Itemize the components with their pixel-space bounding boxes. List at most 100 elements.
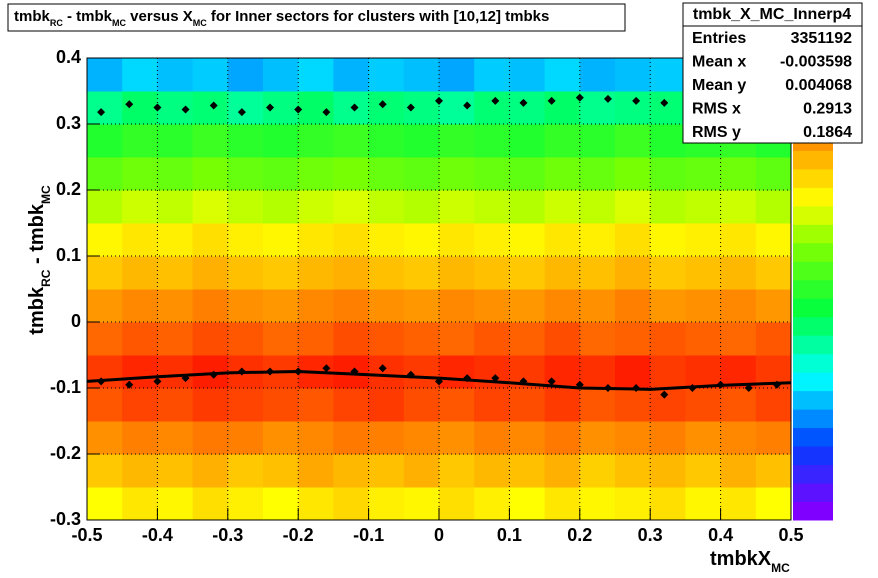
stats-label: Mean x bbox=[692, 54, 746, 71]
profile-point bbox=[209, 101, 218, 110]
x-tick-label: 0.5 bbox=[778, 525, 803, 545]
heatmap-cell bbox=[227, 322, 264, 356]
profile-point bbox=[632, 96, 641, 105]
profile-point bbox=[406, 103, 415, 112]
heatmap-cell bbox=[333, 487, 370, 521]
x-tick-label: 0.4 bbox=[708, 525, 733, 545]
x-tick-label: -0.5 bbox=[71, 525, 102, 545]
heatmap-cell bbox=[474, 421, 510, 455]
heatmap-cell bbox=[509, 124, 546, 158]
x-tick-label: 0 bbox=[434, 525, 444, 545]
heatmap-cell bbox=[509, 388, 546, 422]
x-tick-label: -0.1 bbox=[353, 525, 384, 545]
heatmap-cell bbox=[298, 421, 334, 455]
heatmap-cell bbox=[368, 223, 405, 257]
heatmap-cell bbox=[544, 157, 581, 191]
heatmap-cell bbox=[87, 487, 123, 521]
color-bar-band bbox=[793, 298, 833, 318]
heatmap-cell bbox=[509, 256, 546, 290]
heatmap-cell bbox=[192, 487, 229, 521]
heatmap-cell bbox=[439, 322, 475, 356]
heatmap-cell bbox=[263, 190, 299, 224]
heatmap-cell bbox=[298, 190, 334, 224]
heatmap-cell bbox=[615, 421, 651, 455]
stats-label: RMS y bbox=[692, 124, 741, 141]
heatmap-cell bbox=[615, 322, 651, 356]
heatmap-cell bbox=[439, 58, 475, 92]
heatmap-cell bbox=[263, 487, 299, 521]
heatmap-cell bbox=[333, 322, 370, 356]
heatmap-cell bbox=[544, 256, 581, 290]
heatmap-cell bbox=[720, 487, 757, 521]
heatmap-cell bbox=[650, 157, 686, 191]
label-part: for Inner sectors for clusters with [10,… bbox=[207, 8, 550, 25]
heatmap-cell bbox=[439, 454, 475, 488]
heatmap-cell bbox=[333, 124, 370, 158]
y-tick-label: 0.1 bbox=[56, 245, 81, 265]
heatmap-cell bbox=[122, 124, 158, 158]
heatmap-cell bbox=[368, 388, 405, 422]
x-tick-label: 0.2 bbox=[567, 525, 592, 545]
heatmap-cell bbox=[333, 157, 370, 191]
heatmap-cell bbox=[227, 487, 264, 521]
heatmap-cell bbox=[87, 190, 123, 224]
title-box bbox=[7, 3, 626, 32]
heatmap-cell bbox=[755, 289, 792, 323]
heatmap-cell bbox=[298, 256, 334, 290]
profile-point bbox=[322, 364, 331, 373]
heatmap-cell bbox=[157, 388, 194, 422]
heatmap-cell bbox=[368, 322, 405, 356]
heatmap-cell bbox=[685, 289, 722, 323]
label-part: - tmbk bbox=[63, 8, 113, 25]
color-bar-band bbox=[793, 187, 833, 207]
heatmap-cell bbox=[544, 388, 581, 422]
heatmap-cell bbox=[227, 124, 264, 158]
heatmap-cell bbox=[720, 256, 757, 290]
heatmap-cell bbox=[615, 223, 651, 257]
heatmap-cell bbox=[650, 124, 686, 158]
heatmap-cell bbox=[509, 322, 546, 356]
heatmap-cell bbox=[157, 355, 194, 389]
heatmap-cell bbox=[755, 322, 792, 356]
color-bar-band bbox=[793, 372, 833, 392]
color-bar-band bbox=[793, 501, 833, 521]
heatmap-cell bbox=[579, 157, 616, 191]
heatmap-cell bbox=[579, 388, 616, 422]
heatmap-cell bbox=[544, 223, 581, 257]
heatmap-cell bbox=[579, 421, 616, 455]
heatmap-cell bbox=[439, 256, 475, 290]
y-tick-label: -0.2 bbox=[50, 443, 81, 463]
heatmap-cell bbox=[650, 289, 686, 323]
heatmap-cell bbox=[87, 322, 123, 356]
heatmap-cell bbox=[227, 91, 264, 125]
heatmap-cell bbox=[579, 124, 616, 158]
heatmap-cell bbox=[439, 223, 475, 257]
y-tick-label: 0.3 bbox=[56, 113, 81, 133]
heatmap-cell bbox=[298, 157, 334, 191]
heatmap-cell bbox=[298, 388, 334, 422]
heatmap-cell bbox=[192, 190, 229, 224]
heatmap-cell bbox=[122, 256, 158, 290]
heatmap-cell bbox=[403, 355, 440, 389]
heatmap-cell bbox=[192, 454, 229, 488]
heatmap-cell bbox=[650, 256, 686, 290]
profile-point bbox=[463, 101, 472, 110]
heatmap-cell bbox=[474, 289, 510, 323]
heatmap-cell bbox=[333, 223, 370, 257]
label-part: - tmbk bbox=[26, 203, 48, 269]
x-axis-label: tmbkXMC bbox=[710, 548, 790, 575]
heatmap-cell bbox=[227, 223, 264, 257]
heatmap-cell bbox=[650, 91, 686, 125]
profiles bbox=[86, 93, 792, 399]
profile-point bbox=[294, 105, 303, 114]
heatmap-cell bbox=[403, 190, 440, 224]
heatmap-cell bbox=[298, 91, 334, 125]
heatmap-cell bbox=[157, 421, 194, 455]
stats-value: 3351192 bbox=[791, 30, 853, 47]
heatmap-cell bbox=[192, 322, 229, 356]
heatmap-cell bbox=[650, 355, 686, 389]
heatmap-cell bbox=[263, 124, 299, 158]
profile-point bbox=[97, 108, 106, 117]
heatmap-cell bbox=[509, 91, 546, 125]
heatmap-cell bbox=[227, 58, 264, 92]
